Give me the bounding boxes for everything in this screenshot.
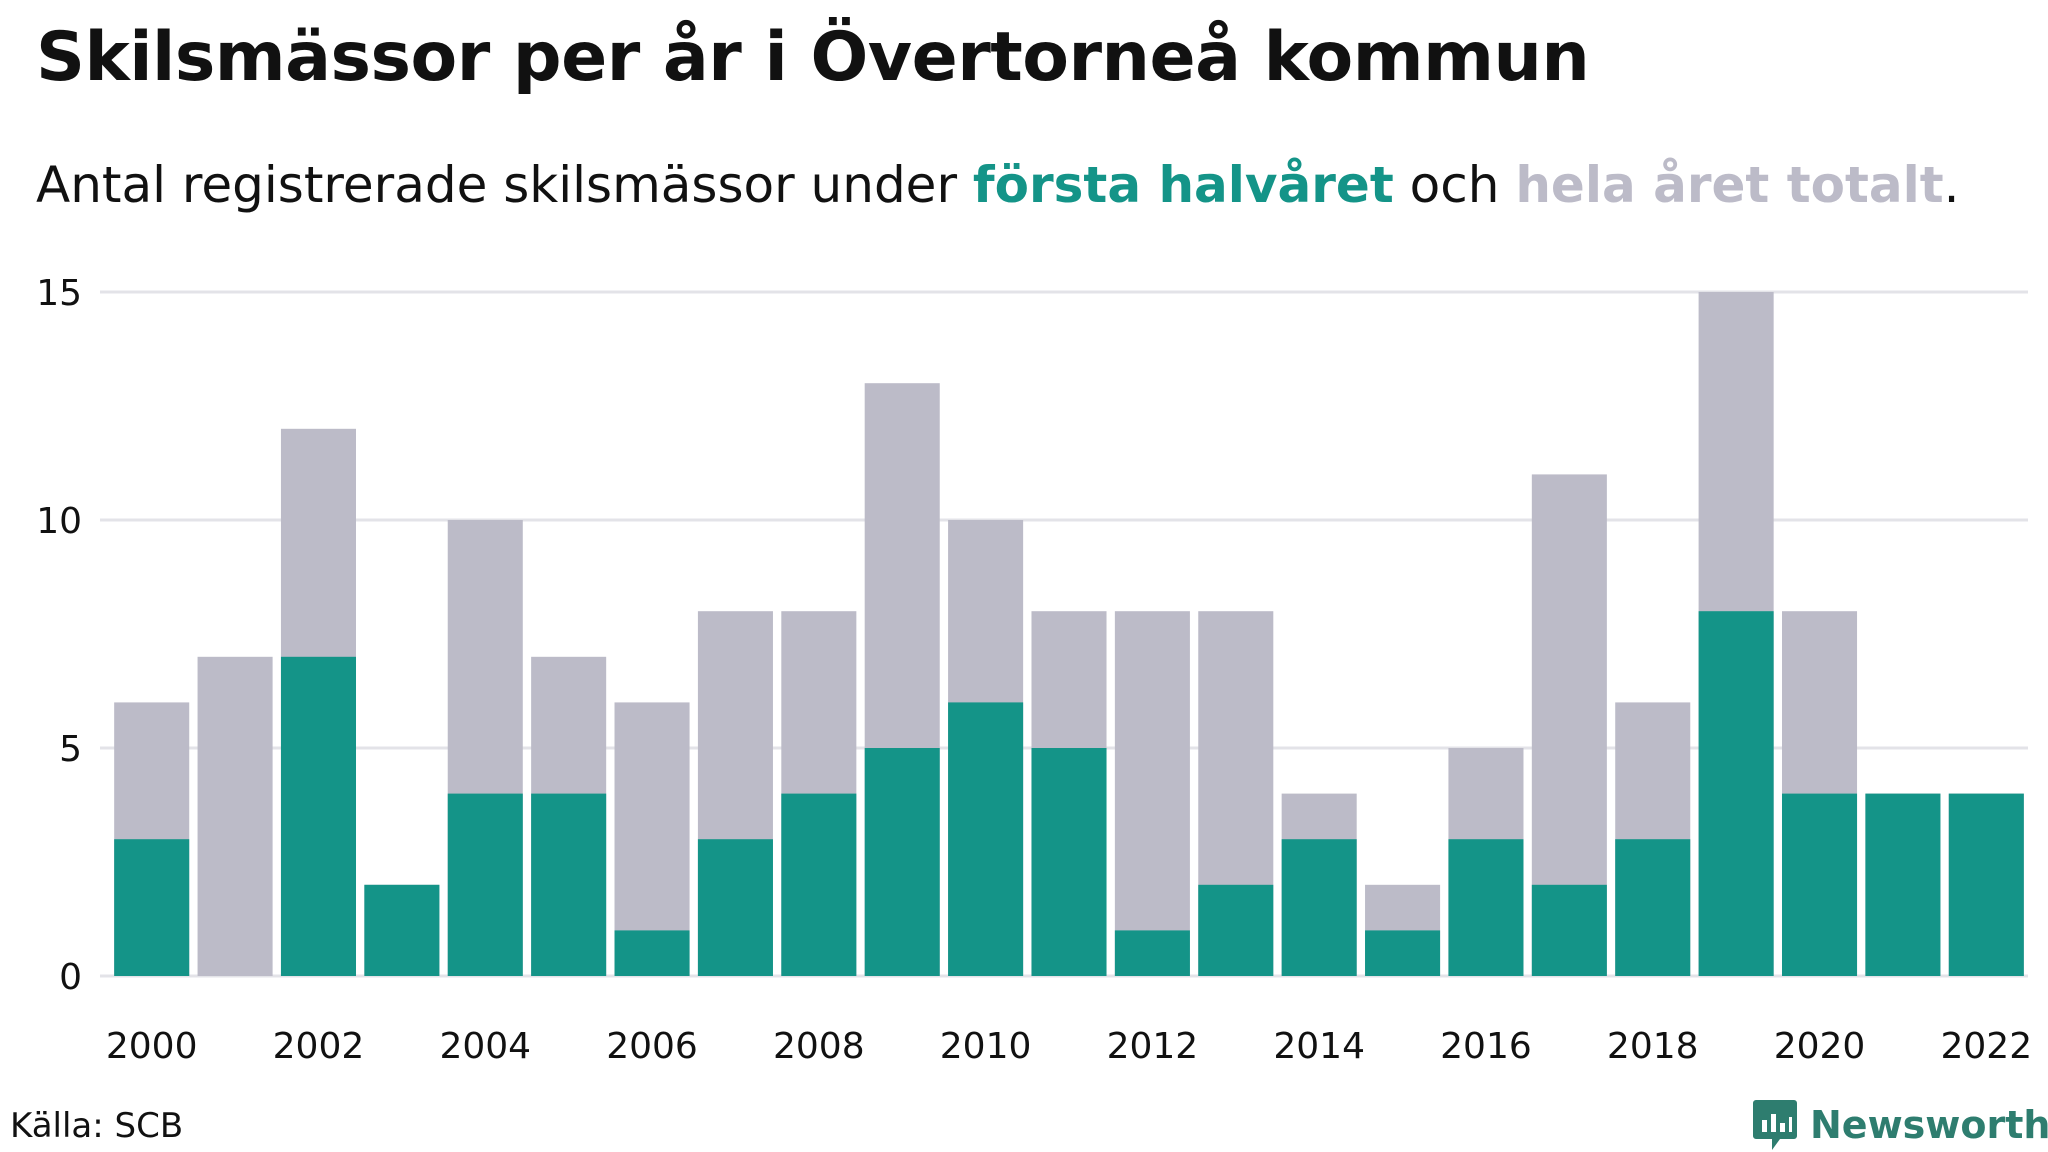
subtitle-first-half: första halvåret [972, 156, 1394, 214]
bar-first-half-2018 [1615, 839, 1691, 976]
bar-first-half-2013 [1198, 884, 1274, 976]
bar-chart: 0 5 10 15 2000 2002 2004 2006 2008 2010 2012 2014 20… [36, 273, 2032, 1067]
bar-full-year-2001 [197, 656, 273, 976]
x-tick-label: 2002 [273, 1026, 365, 1067]
x-tick-label: 2014 [1273, 1026, 1365, 1067]
x-tick-label: 2000 [106, 1026, 198, 1067]
x-tick-label: 2016 [1440, 1026, 1532, 1067]
subtitle-text-post: . [1943, 156, 1960, 214]
bar-first-half-2010 [948, 702, 1024, 976]
bar-first-half-2015 [1365, 930, 1441, 976]
bar-first-half-2011 [1031, 748, 1107, 976]
x-tick-label: 2020 [1774, 1026, 1866, 1067]
x-tick-label: 2022 [1940, 1026, 2032, 1067]
bar-first-half-2020 [1781, 793, 1858, 976]
source-note: Källa: SCB [10, 1106, 184, 1146]
x-tick-label: 2006 [606, 1026, 698, 1067]
y-tick-label: 15 [36, 273, 82, 314]
newsworthy-brand: Newsworthy [1752, 1098, 2048, 1152]
x-tick-label: 2010 [940, 1026, 1032, 1067]
y-tick-label: 5 [59, 729, 82, 770]
bar-first-half-2005 [531, 793, 607, 976]
chart-subtitle: Antal registrerade skilsmässor under för… [36, 156, 1960, 214]
bar-first-half-2004 [447, 793, 523, 976]
x-tick-label: 2012 [1107, 1026, 1199, 1067]
subtitle-text-mid: och [1393, 156, 1516, 214]
x-tick-label: 2004 [439, 1026, 531, 1067]
bar-first-half-2007 [697, 839, 773, 976]
bar-first-half-2000 [114, 839, 190, 976]
bar-first-half-2021 [1865, 793, 1941, 976]
bar-first-half-2002 [280, 656, 357, 976]
bar-full-year-2012 [1114, 611, 1190, 976]
y-tick-label: 0 [59, 957, 82, 998]
bar-first-half-2009 [864, 748, 940, 976]
bar-first-half-2006 [614, 930, 690, 976]
x-tick-label: 2008 [773, 1026, 865, 1067]
bar-first-half-2003 [364, 884, 440, 976]
brand-name: Newsworthy [1810, 1103, 2048, 1147]
bar-first-half-2008 [781, 793, 857, 976]
subtitle-text-pre: Antal registrerade skilsmässor under [36, 156, 973, 214]
bar-first-half-2022 [1948, 793, 2024, 976]
bar-first-half-2016 [1448, 839, 1524, 976]
bar-first-half-2017 [1531, 884, 1607, 976]
y-tick-label: 10 [36, 501, 82, 542]
subtitle-full-year: hela året totalt [1515, 156, 1944, 214]
bar-first-half-2019 [1698, 611, 1774, 976]
x-tick-label: 2018 [1607, 1026, 1699, 1067]
chart-title: Skilsmässor per år i Övertorneå kommun [36, 18, 1590, 97]
bar-first-half-2012 [1114, 930, 1190, 976]
newsworthy-logo-icon [1753, 1100, 1797, 1150]
bar-first-half-2014 [1281, 839, 1357, 976]
